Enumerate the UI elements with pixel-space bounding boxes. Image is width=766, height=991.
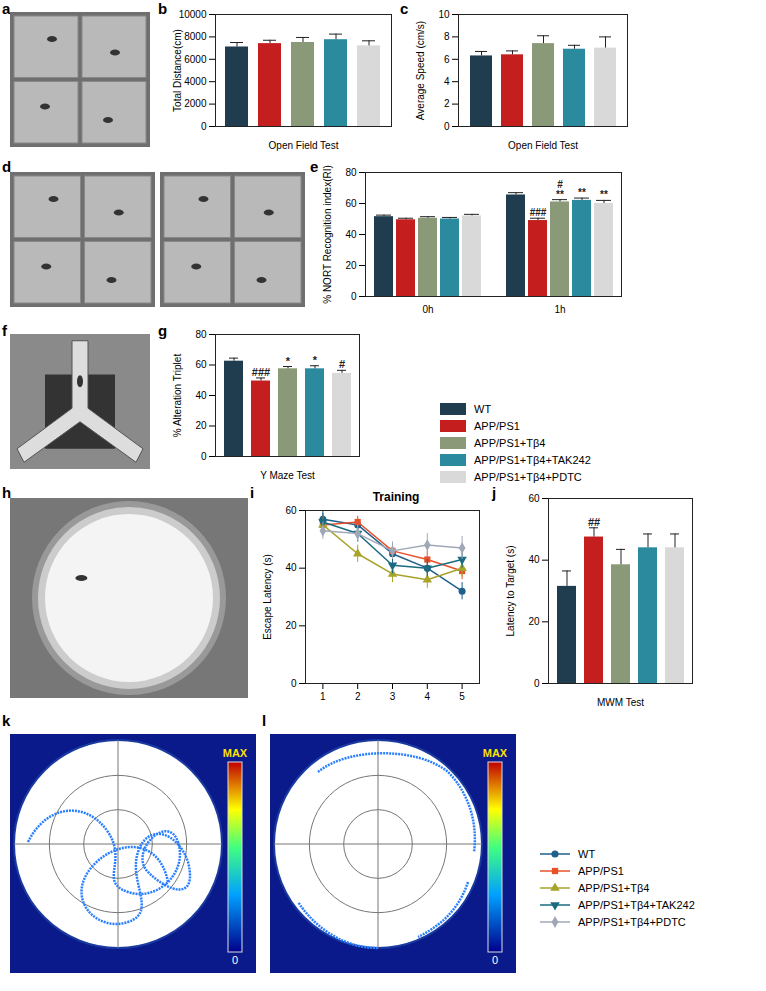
svg-text:8: 8 (444, 31, 450, 42)
svg-text:0: 0 (232, 954, 238, 966)
svg-text:2: 2 (355, 691, 361, 702)
html-text:APP/PS1+Tβ4: APP/PS1+Tβ4 (578, 881, 650, 894)
svg-text:###: ### (252, 366, 270, 378)
svg-text:40: 40 (345, 229, 357, 240)
svg-text:*: * (313, 354, 318, 366)
svg-text:40: 40 (285, 562, 297, 573)
html-text:APP/PS1+Tβ4+TAK242: APP/PS1+Tβ4+TAK242 (474, 453, 591, 466)
svg-text:3: 3 (390, 691, 396, 702)
html-text:j: j (492, 484, 497, 501)
svg-text:0: 0 (351, 291, 357, 302)
html-text:a: a (2, 0, 11, 17)
svg-text:MWM Test: MWM Test (597, 697, 644, 708)
svg-text:6000: 6000 (184, 54, 207, 65)
html-text:g: g (158, 322, 168, 339)
svg-text:#**: #** (556, 179, 564, 200)
html-text:f: f (2, 322, 7, 339)
svg-text:Escape Latency (s): Escape Latency (s) (262, 554, 273, 640)
svg-text:80: 80 (345, 167, 357, 178)
svg-text:20: 20 (195, 420, 207, 431)
svg-text:4: 4 (425, 691, 431, 702)
svg-text:##: ## (588, 516, 600, 528)
svg-text:0: 0 (201, 451, 207, 462)
svg-text:20: 20 (345, 260, 357, 271)
svg-text:**: ** (600, 189, 608, 200)
svg-text:20: 20 (528, 616, 540, 627)
svg-text:Open Field Test: Open Field Test (508, 140, 578, 151)
svg-text:0: 0 (444, 121, 450, 132)
svg-text:10: 10 (438, 9, 450, 20)
svg-text:10000: 10000 (179, 9, 207, 20)
svg-text:0: 0 (291, 678, 297, 689)
html-text:APP/PS1+Tβ4+TAK242: APP/PS1+Tβ4+TAK242 (578, 898, 695, 911)
svg-text:1h: 1h (554, 304, 565, 315)
svg-text:40: 40 (195, 390, 207, 401)
html-text:APP/PS1+Tβ4+PDTC: APP/PS1+Tβ4+PDTC (474, 470, 582, 483)
svg-text:40: 40 (528, 554, 540, 565)
html-text:WT: WT (474, 402, 492, 415)
html-text:APP/PS1+Tβ4: APP/PS1+Tβ4 (474, 436, 546, 449)
html-text:c: c (400, 0, 409, 17)
html-text:k: k (2, 712, 11, 729)
svg-text:###: ### (530, 207, 547, 218)
svg-text:MAX: MAX (223, 747, 248, 759)
svg-text:5: 5 (459, 691, 465, 702)
html-text:Training: Training (372, 490, 420, 504)
svg-text:1: 1 (320, 691, 326, 702)
svg-text:MAX: MAX (483, 747, 508, 759)
svg-text:8000: 8000 (184, 31, 207, 42)
svg-text:Latency to Target (s): Latency to Target (s) (505, 546, 516, 637)
html-text:WT: WT (578, 847, 596, 860)
svg-text:60: 60 (345, 198, 357, 209)
svg-text:20: 20 (285, 620, 297, 631)
svg-text:60: 60 (195, 359, 207, 370)
svg-text:2000: 2000 (184, 98, 207, 109)
html-text:l: l (262, 712, 267, 729)
svg-text:0h: 0h (422, 304, 433, 315)
html-text:d: d (2, 158, 12, 175)
svg-text:Average Speed (cm/s): Average Speed (cm/s) (415, 21, 426, 120)
svg-text:% NORT Recognition index(RI): % NORT Recognition index(RI) (322, 165, 333, 304)
svg-text:2: 2 (444, 98, 450, 109)
svg-text:% Alteration Triplet: % Alteration Triplet (172, 354, 183, 438)
svg-text:*: * (286, 355, 291, 367)
html-text:i: i (250, 484, 255, 501)
svg-text:0: 0 (201, 121, 207, 132)
svg-text:0: 0 (492, 954, 498, 966)
html-text:APP/PS1: APP/PS1 (474, 419, 520, 432)
svg-text:Total Distance(cm): Total Distance(cm) (172, 29, 183, 112)
svg-text:Open Field Test: Open Field Test (269, 140, 339, 151)
svg-text:80: 80 (195, 329, 207, 340)
html-text:e: e (310, 158, 319, 175)
svg-text:60: 60 (528, 493, 540, 504)
svg-text:60: 60 (285, 505, 297, 516)
svg-text:0: 0 (534, 678, 540, 689)
svg-text:**: ** (578, 187, 586, 198)
html-text:APP/PS1+Tβ4+PDTC: APP/PS1+Tβ4+PDTC (578, 915, 686, 928)
html-text:b: b (158, 0, 168, 17)
svg-text:#: # (339, 358, 345, 370)
svg-text:4: 4 (444, 76, 450, 87)
svg-text:Y Maze Test: Y Maze Test (260, 470, 315, 481)
svg-text:4000: 4000 (184, 76, 207, 87)
svg-text:6: 6 (444, 54, 450, 65)
html-text:h: h (2, 484, 12, 501)
html-text:APP/PS1: APP/PS1 (578, 864, 624, 877)
